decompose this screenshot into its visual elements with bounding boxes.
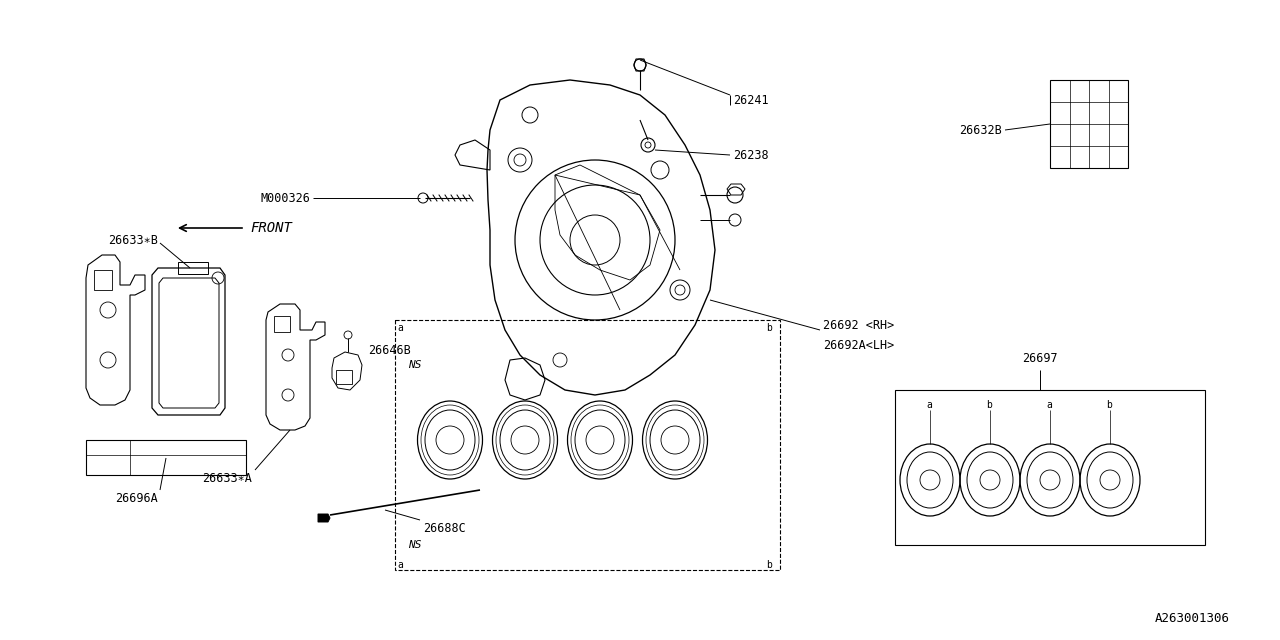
Text: b: b <box>765 560 772 570</box>
Bar <box>396 320 780 570</box>
Text: 26241: 26241 <box>733 93 768 106</box>
Bar <box>274 316 291 332</box>
Text: a: a <box>1046 400 1052 410</box>
Text: 26646B: 26646B <box>369 344 411 356</box>
Polygon shape <box>317 514 330 522</box>
Bar <box>337 370 352 384</box>
Text: 26688C: 26688C <box>422 522 466 535</box>
Text: 26692A<LH>: 26692A<LH> <box>823 339 895 351</box>
Text: NS: NS <box>408 360 421 370</box>
Text: 26696A: 26696A <box>115 492 157 505</box>
Text: a: a <box>397 560 403 570</box>
Text: FRONT: FRONT <box>250 221 292 235</box>
Bar <box>86 440 246 475</box>
Text: 26238: 26238 <box>733 148 768 161</box>
Text: 26697: 26697 <box>1023 352 1057 365</box>
Text: 26632B: 26632B <box>959 124 1002 136</box>
Text: NS: NS <box>408 540 421 550</box>
Bar <box>93 270 113 290</box>
Text: 26633∗A: 26633∗A <box>202 472 252 485</box>
Text: a: a <box>397 323 403 333</box>
Bar <box>895 390 1204 545</box>
Bar <box>178 262 209 274</box>
Bar <box>1050 80 1128 168</box>
Text: b: b <box>1106 400 1112 410</box>
Text: M000326: M000326 <box>260 191 310 205</box>
Text: b: b <box>986 400 992 410</box>
Text: A263001306: A263001306 <box>1155 612 1230 625</box>
Text: 26692 <RH>: 26692 <RH> <box>823 319 895 332</box>
Text: 26633∗B: 26633∗B <box>108 234 157 246</box>
Text: a: a <box>925 400 932 410</box>
Text: b: b <box>765 323 772 333</box>
